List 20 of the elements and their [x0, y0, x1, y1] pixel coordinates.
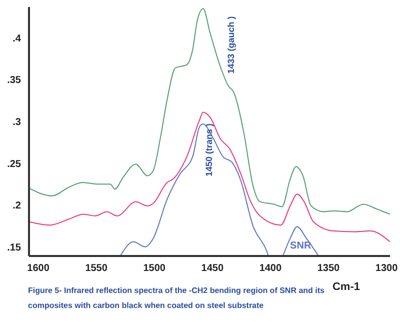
line-series — [29, 8, 390, 215]
y-tick-label: .4 — [12, 33, 22, 44]
x-axis-title: Cm-1 — [332, 281, 360, 293]
y-tick-label: .25 — [7, 158, 22, 170]
text: Figure 5- Infrared reflection spectra of the -CH2 bending region of SNR and its composites with carbon black when coated on steel substrate — [28, 286, 324, 310]
x-tick-label: 1350 — [317, 263, 340, 274]
line-series — [29, 112, 390, 242]
x-tick-label: 1300 — [375, 263, 398, 274]
y-tick-label: .3 — [12, 117, 22, 128]
series-label: SNR — [290, 240, 312, 252]
x-tick-label: 1450 — [201, 263, 224, 274]
y-tick-label: .15 — [7, 242, 22, 254]
x-tick-label: 1550 — [85, 263, 108, 274]
annotation: 1450 (trans ) — [204, 123, 214, 177]
y-tick-label: .2 — [12, 200, 22, 212]
annotation: 1433 (gauch ) — [226, 16, 236, 74]
y-tick-label: .35 — [7, 75, 22, 86]
x-tick-label: 1400 — [259, 263, 282, 274]
x-tick-label: 1500 — [143, 263, 166, 274]
x-tick-label: 1600 — [27, 263, 50, 274]
